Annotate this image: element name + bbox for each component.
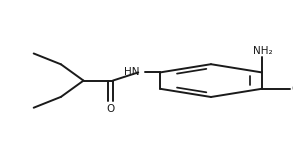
Text: NH₂: NH₂ (253, 46, 273, 56)
Text: HN: HN (124, 67, 140, 77)
Text: O: O (106, 104, 115, 114)
Text: Cl: Cl (291, 84, 293, 94)
